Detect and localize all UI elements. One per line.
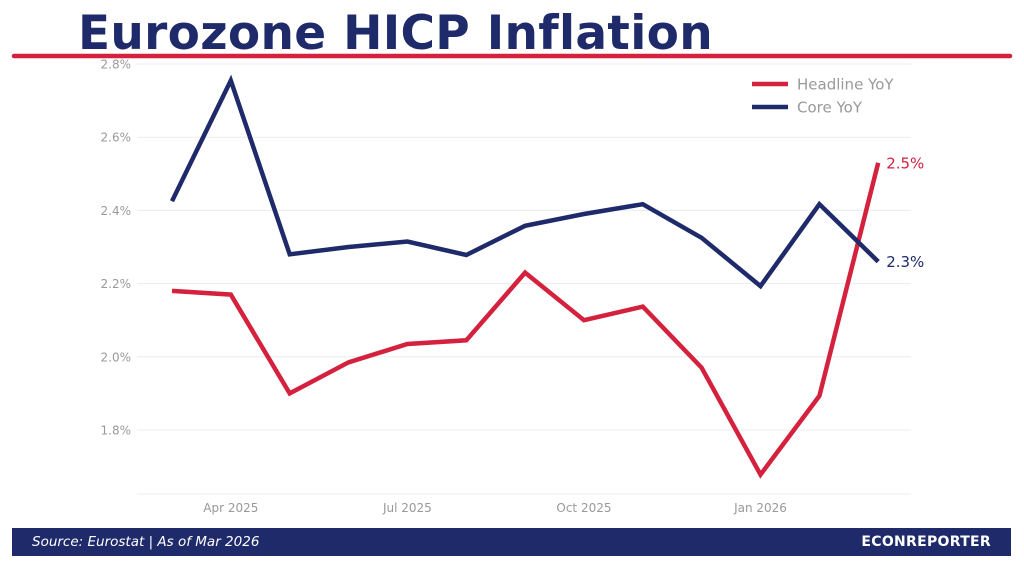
gridlines (137, 63, 911, 431)
legend: Headline YoY Core YoY (752, 76, 894, 117)
headline-line (171, 162, 881, 479)
y-tick-label: 2.8% (101, 58, 132, 72)
core-end-label: 2.3% (886, 253, 924, 271)
brand-name: ECONREPORTER (861, 534, 991, 550)
x-tick-label: Apr 2025 (203, 501, 258, 515)
legend-label-headline: Headline YoY (797, 76, 894, 94)
y-tick-label: 1.8% (101, 423, 132, 437)
chart-title: Eurozone HICP Inflation (78, 6, 713, 61)
headline-end-label: 2.5% (886, 154, 924, 172)
axes: 1.8% 2.0% 2.2% 2.4% 2.6% 2.8% Apr 2025 Jul 2025… (101, 58, 911, 515)
x-tick-label: Jul 2025 (382, 501, 432, 515)
y-tick-label: 2.2% (101, 277, 132, 291)
y-tick-label: 2.0% (101, 350, 132, 364)
y-tick-label: 2.6% (101, 131, 132, 145)
y-tick-label: 2.4% (101, 204, 132, 218)
legend-label-core: Core YoY (797, 99, 863, 117)
series-lines (169, 74, 881, 479)
x-tick-label: Jan 2026 (733, 501, 787, 515)
source-note: Source: Eurostat | As of Mar 2026 (32, 534, 260, 550)
core-line (169, 74, 880, 290)
end-labels: 2.5% 2.3% (886, 154, 924, 271)
x-tick-label: Oct 2025 (556, 501, 611, 515)
footer-bar: Source: Eurostat | As of Mar 2026 ECONRE… (12, 528, 1011, 556)
